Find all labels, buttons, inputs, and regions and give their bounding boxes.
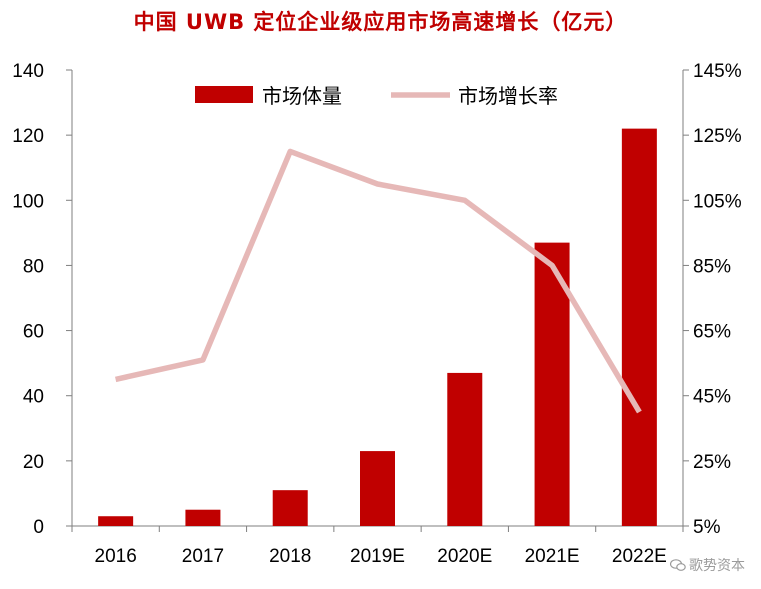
y-left-tick-label: 80 — [23, 256, 44, 277]
y-right-tick-label: 45% — [693, 387, 731, 408]
legend: 市场体量 市场增长率 — [195, 84, 558, 108]
legend-label-bar: 市场体量 — [262, 84, 342, 108]
y-right-tick-label: 85% — [693, 256, 731, 277]
y-left-tick-label: 120 — [12, 126, 44, 147]
y-left-tick-label: 20 — [23, 452, 44, 473]
y-right-tick-label: 125% — [693, 126, 742, 147]
x-tick-label: 2016 — [95, 546, 137, 567]
growth-rate-line — [115, 148, 642, 414]
y-right-tick-label: 65% — [693, 322, 731, 343]
y-right-tick-label: 25% — [693, 452, 731, 473]
x-tick-label: 2019E — [350, 546, 405, 567]
y-left-tick-label: 40 — [23, 387, 44, 408]
y-left-tick-label: 140 — [12, 61, 44, 82]
y-left-tick-label: 100 — [12, 191, 44, 212]
x-tick-label: 2018 — [269, 546, 311, 567]
bar — [98, 516, 134, 526]
watermark-text: 歌势资本 — [689, 558, 745, 574]
legend-label-line: 市场增长率 — [458, 84, 558, 108]
growth-line — [115, 148, 642, 414]
y-left-tick-label: 60 — [23, 322, 44, 343]
tick-labels: 0 5% 20 25% 40 45% 60 65% 80 85% 100 105% 120 125% 140… — [12, 61, 741, 567]
x-tick-label: 2017 — [182, 546, 224, 567]
x-tick-label: 2020E — [437, 546, 492, 567]
watermark: 歌势资本 — [670, 555, 745, 575]
legend-swatch-bar — [195, 86, 253, 103]
bar — [447, 372, 483, 526]
x-tick-label: 2021E — [525, 546, 580, 567]
bar — [360, 451, 395, 526]
bar — [272, 490, 308, 526]
bar — [185, 509, 221, 526]
y-left-tick-label: 0 — [33, 517, 44, 538]
x-tick-label: 2022E — [612, 546, 667, 567]
wechat-icon — [670, 559, 686, 571]
y-right-tick-label: 105% — [693, 191, 742, 212]
y-right-tick-label: 5% — [693, 517, 721, 538]
bar — [621, 128, 657, 526]
chart-title: 中国 UWB 定位企业级应用市场高速增长（亿元） — [133, 10, 628, 34]
y-right-tick-label: 145% — [693, 61, 742, 82]
bars — [98, 128, 657, 526]
